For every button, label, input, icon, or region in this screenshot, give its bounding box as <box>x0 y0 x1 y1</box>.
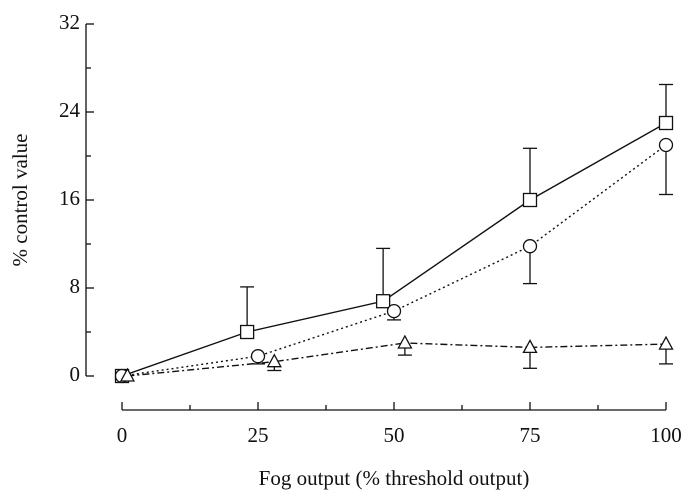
point-marker <box>658 335 674 350</box>
y-tick-label: 16 <box>59 186 80 210</box>
y-tick-label: 32 <box>59 10 80 34</box>
point-marker <box>119 367 136 382</box>
point-marker <box>250 349 266 364</box>
y-axis-label: % control value <box>8 134 32 267</box>
point-marker <box>386 303 402 319</box>
y-tick-label: 24 <box>59 98 81 122</box>
point-marker <box>658 115 674 131</box>
x-tick-label: 25 <box>248 423 269 447</box>
error-bar <box>659 145 673 196</box>
y-tick-label: 0 <box>70 362 81 386</box>
point-marker <box>522 192 538 208</box>
point-marker <box>522 339 538 354</box>
point-marker <box>397 334 413 349</box>
series-line <box>121 122 667 377</box>
point-marker <box>522 239 538 254</box>
x-tick-label: 0 <box>117 423 128 447</box>
x-tick-label: 50 <box>384 423 405 447</box>
point-marker <box>658 137 674 153</box>
point-marker <box>266 353 282 368</box>
error-bar <box>376 247 391 302</box>
series-line <box>121 144 667 377</box>
y-tick-label: 8 <box>70 274 81 298</box>
x-tick-label: 75 <box>520 423 541 447</box>
point-marker <box>375 294 391 309</box>
x-axis-label: Fog output (% threshold output) <box>259 466 530 490</box>
error-bar <box>240 286 255 332</box>
error-bar <box>523 147 537 200</box>
series-line <box>127 342 667 377</box>
x-tick-label: 100 <box>650 423 682 447</box>
point-marker <box>239 324 255 340</box>
